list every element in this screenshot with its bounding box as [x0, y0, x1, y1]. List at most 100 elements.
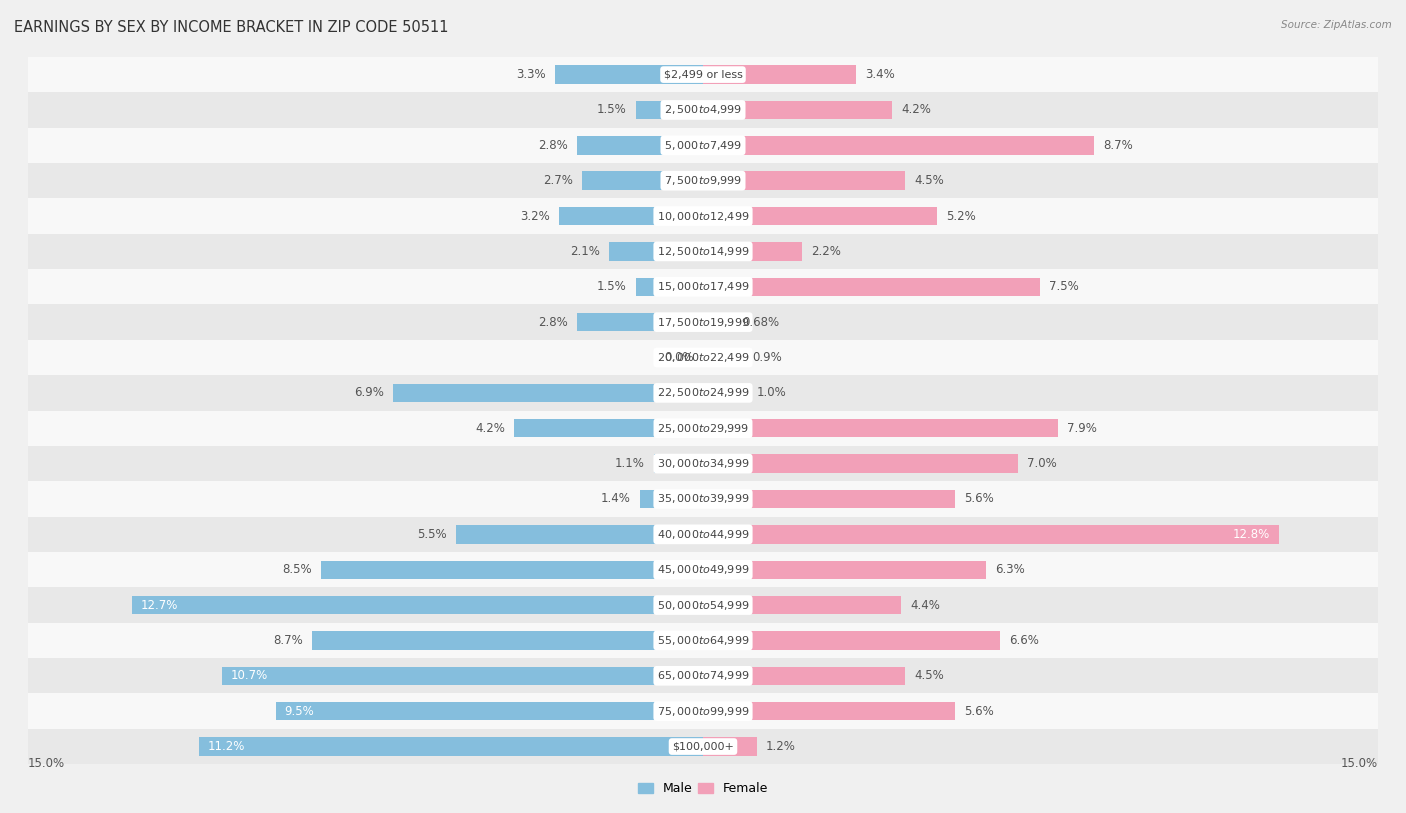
Text: 3.3%: 3.3% [516, 68, 546, 81]
Bar [28, 481, 1378, 517]
Text: 8.5%: 8.5% [283, 563, 312, 576]
Bar [703, 560, 987, 579]
Text: 5.6%: 5.6% [965, 705, 994, 718]
Bar [703, 631, 1000, 650]
Bar [28, 375, 1378, 411]
Legend: Male, Female: Male, Female [633, 777, 773, 801]
Text: 2.8%: 2.8% [538, 315, 568, 328]
Text: $35,000 to $39,999: $35,000 to $39,999 [657, 493, 749, 506]
Text: 3.2%: 3.2% [520, 210, 550, 223]
Bar [703, 242, 801, 261]
Bar [28, 340, 1378, 375]
Text: 1.2%: 1.2% [766, 740, 796, 753]
Bar [515, 419, 703, 437]
Bar [312, 631, 703, 650]
Bar [703, 348, 744, 367]
Text: 15.0%: 15.0% [28, 757, 65, 770]
Bar [28, 92, 1378, 128]
Bar [636, 277, 703, 296]
Bar [28, 729, 1378, 764]
Text: EARNINGS BY SEX BY INCOME BRACKET IN ZIP CODE 50511: EARNINGS BY SEX BY INCOME BRACKET IN ZIP… [14, 20, 449, 35]
Text: 6.9%: 6.9% [354, 386, 384, 399]
Text: 8.7%: 8.7% [273, 634, 302, 647]
Text: 7.9%: 7.9% [1067, 422, 1097, 435]
Bar [576, 313, 703, 332]
Text: 0.68%: 0.68% [742, 315, 780, 328]
Bar [609, 242, 703, 261]
Text: $15,000 to $17,499: $15,000 to $17,499 [657, 280, 749, 293]
Bar [28, 587, 1378, 623]
Bar [703, 277, 1040, 296]
Bar [28, 57, 1378, 92]
Text: $55,000 to $64,999: $55,000 to $64,999 [657, 634, 749, 647]
Text: $100,000+: $100,000+ [672, 741, 734, 751]
Bar [703, 101, 891, 120]
Text: $2,499 or less: $2,499 or less [664, 70, 742, 80]
Text: 11.2%: 11.2% [208, 740, 246, 753]
Text: 4.5%: 4.5% [914, 174, 945, 187]
Bar [392, 384, 703, 402]
Bar [703, 419, 1059, 437]
Bar [28, 128, 1378, 163]
Text: 1.1%: 1.1% [614, 457, 644, 470]
Text: $40,000 to $44,999: $40,000 to $44,999 [657, 528, 749, 541]
Text: Source: ZipAtlas.com: Source: ZipAtlas.com [1281, 20, 1392, 30]
Bar [222, 667, 703, 685]
Bar [703, 65, 856, 84]
Bar [28, 517, 1378, 552]
Bar [582, 172, 703, 190]
Text: 6.6%: 6.6% [1010, 634, 1039, 647]
Bar [132, 596, 703, 615]
Text: 3.4%: 3.4% [865, 68, 894, 81]
Text: 4.5%: 4.5% [914, 669, 945, 682]
Text: 1.5%: 1.5% [596, 280, 627, 293]
Bar [640, 489, 703, 508]
Text: $12,500 to $14,999: $12,500 to $14,999 [657, 245, 749, 258]
Bar [554, 65, 703, 84]
Text: $22,500 to $24,999: $22,500 to $24,999 [657, 386, 749, 399]
Bar [576, 136, 703, 154]
Bar [28, 552, 1378, 587]
Bar [703, 489, 955, 508]
Text: $10,000 to $12,499: $10,000 to $12,499 [657, 210, 749, 223]
Bar [636, 101, 703, 120]
Text: 15.0%: 15.0% [1341, 757, 1378, 770]
Bar [321, 560, 703, 579]
Bar [654, 454, 703, 473]
Bar [276, 702, 703, 720]
Text: $2,500 to $4,999: $2,500 to $4,999 [664, 103, 742, 116]
Bar [703, 207, 936, 225]
Text: 4.4%: 4.4% [910, 598, 939, 611]
Bar [28, 693, 1378, 729]
Text: 2.2%: 2.2% [811, 245, 841, 258]
Text: $30,000 to $34,999: $30,000 to $34,999 [657, 457, 749, 470]
Text: 6.3%: 6.3% [995, 563, 1025, 576]
Text: 12.7%: 12.7% [141, 598, 179, 611]
Bar [703, 384, 748, 402]
Text: 0.9%: 0.9% [752, 351, 782, 364]
Bar [28, 269, 1378, 304]
Bar [28, 233, 1378, 269]
Text: 0.0%: 0.0% [665, 351, 695, 364]
Text: $50,000 to $54,999: $50,000 to $54,999 [657, 598, 749, 611]
Bar [28, 623, 1378, 658]
Text: 1.4%: 1.4% [602, 493, 631, 506]
Text: $75,000 to $99,999: $75,000 to $99,999 [657, 705, 749, 718]
Bar [703, 172, 905, 190]
Text: 2.7%: 2.7% [543, 174, 572, 187]
Text: 12.8%: 12.8% [1233, 528, 1270, 541]
Text: $20,000 to $22,499: $20,000 to $22,499 [657, 351, 749, 364]
Text: $25,000 to $29,999: $25,000 to $29,999 [657, 422, 749, 435]
Bar [200, 737, 703, 756]
Text: 4.2%: 4.2% [475, 422, 505, 435]
Bar [703, 702, 955, 720]
Text: 7.5%: 7.5% [1049, 280, 1080, 293]
Text: 8.7%: 8.7% [1104, 139, 1133, 152]
Text: 7.0%: 7.0% [1026, 457, 1057, 470]
Text: $17,500 to $19,999: $17,500 to $19,999 [657, 315, 749, 328]
Text: $45,000 to $49,999: $45,000 to $49,999 [657, 563, 749, 576]
Bar [28, 659, 1378, 693]
Text: $65,000 to $74,999: $65,000 to $74,999 [657, 669, 749, 682]
Text: $5,000 to $7,499: $5,000 to $7,499 [664, 139, 742, 152]
Bar [703, 313, 734, 332]
